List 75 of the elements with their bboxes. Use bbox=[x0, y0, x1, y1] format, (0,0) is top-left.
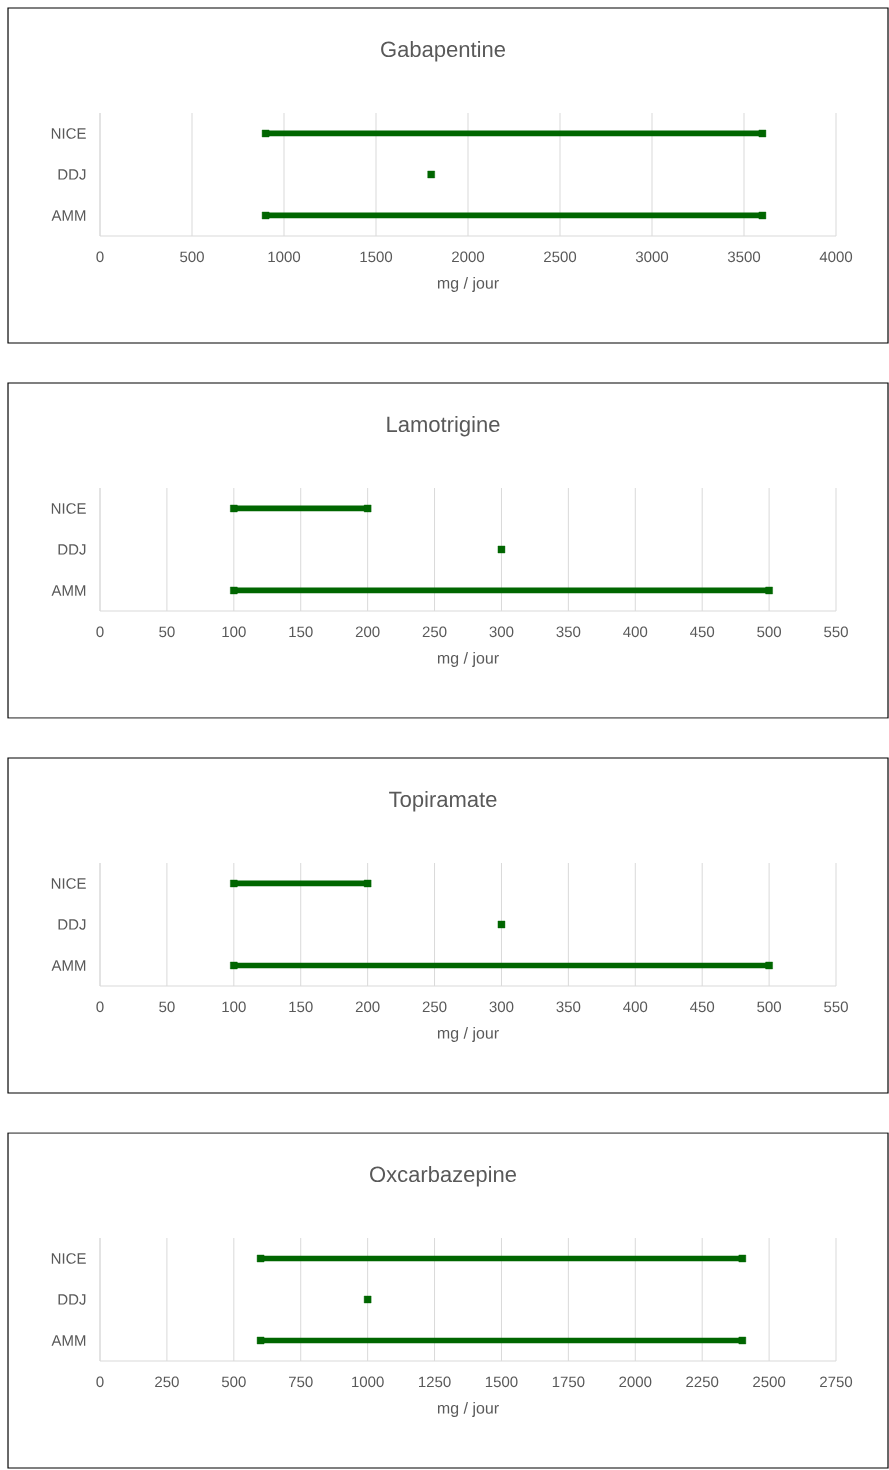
chart-title: Topiramate bbox=[389, 790, 497, 812]
x-tick-label: 350 bbox=[556, 1001, 581, 1013]
x-tick-label: 150 bbox=[289, 1001, 313, 1013]
x-tick-label: 200 bbox=[355, 626, 380, 638]
y-tick-label: DDJ bbox=[58, 544, 86, 555]
y-tick-label: NICE bbox=[51, 128, 86, 139]
x-tick-label: 500 bbox=[757, 626, 782, 638]
point bbox=[230, 586, 238, 595]
y-tick-label: DDJ bbox=[58, 1294, 86, 1305]
x-tick-label: 0 bbox=[96, 1376, 104, 1388]
x-tick-label: 200 bbox=[355, 1001, 380, 1013]
y-tick-label: AMM bbox=[51, 960, 86, 971]
x-tick-label: 2750 bbox=[820, 1376, 853, 1388]
x-tick-label: 400 bbox=[623, 1001, 648, 1013]
x-tick-label: 500 bbox=[757, 1001, 782, 1013]
chart-title: Lamotrigine bbox=[387, 415, 500, 437]
x-tick-label: 550 bbox=[824, 1001, 848, 1013]
x-tick-label: 400 bbox=[623, 626, 648, 638]
x-tick-label: 100 bbox=[222, 1001, 246, 1013]
x-tick-label: 1000 bbox=[268, 251, 301, 263]
x-tick-label: 550 bbox=[824, 626, 848, 638]
y-tick-label: AMM bbox=[51, 1335, 86, 1346]
x-tick-label: 450 bbox=[690, 1001, 715, 1013]
x-tick-label: 50 bbox=[159, 626, 175, 638]
x-tick-label: 0 bbox=[96, 1001, 104, 1013]
y-tick-label: NICE bbox=[51, 1253, 86, 1264]
x-tick-label: 450 bbox=[690, 626, 715, 638]
x-tick-label: 2250 bbox=[686, 1376, 719, 1388]
x-tick-label: 3000 bbox=[635, 251, 669, 263]
x-tick-label: 300 bbox=[489, 626, 514, 638]
y-tick-label: DDJ bbox=[58, 919, 86, 930]
point bbox=[230, 961, 238, 970]
y-tick-label: NICE bbox=[51, 878, 86, 889]
x-tick-label: 0 bbox=[96, 626, 104, 638]
x-tick-label: 3500 bbox=[727, 251, 761, 263]
x-tick-label: 250 bbox=[155, 1376, 179, 1388]
point bbox=[363, 879, 372, 888]
point bbox=[230, 879, 238, 888]
x-tick-label: 2000 bbox=[452, 251, 485, 263]
x-axis-title: mg / jour bbox=[437, 1027, 499, 1042]
chart-title: Oxcarbazepine bbox=[370, 1165, 516, 1187]
x-tick-label: 500 bbox=[221, 1376, 246, 1388]
x-tick-label: 0 bbox=[96, 251, 104, 263]
x-tick-label: 1750 bbox=[552, 1376, 585, 1388]
x-tick-label: 1000 bbox=[352, 1376, 384, 1388]
x-tick-label: 1500 bbox=[485, 1376, 518, 1388]
x-tick-label: 50 bbox=[159, 1001, 175, 1013]
x-axis-title: mg / jour bbox=[437, 1402, 499, 1417]
x-tick-label: 100 bbox=[222, 626, 246, 638]
point bbox=[230, 504, 238, 513]
point bbox=[363, 504, 372, 513]
y-tick-label: NICE bbox=[51, 503, 86, 514]
point bbox=[765, 586, 773, 595]
point bbox=[497, 920, 506, 929]
x-tick-label: 250 bbox=[422, 1001, 447, 1013]
y-tick-label: DDJ bbox=[58, 169, 86, 180]
x-tick-label: 500 bbox=[180, 251, 204, 263]
x-tick-label: 2500 bbox=[753, 1376, 786, 1388]
x-tick-label: 2500 bbox=[544, 251, 577, 263]
x-tick-label: 300 bbox=[489, 1001, 514, 1013]
x-tick-label: 1500 bbox=[360, 251, 393, 263]
x-tick-label: 350 bbox=[556, 626, 581, 638]
x-tick-label: 250 bbox=[422, 626, 447, 638]
chart-title: Gabapentine bbox=[381, 40, 506, 62]
point bbox=[497, 545, 506, 554]
point bbox=[765, 961, 773, 970]
y-tick-label: AMM bbox=[51, 585, 86, 596]
y-tick-label: AMM bbox=[51, 210, 86, 221]
x-tick-label: 150 bbox=[289, 626, 313, 638]
x-tick-label: 1250 bbox=[419, 1376, 451, 1388]
x-tick-label: 4000 bbox=[819, 251, 853, 263]
x-axis-title: mg / jour bbox=[437, 652, 499, 667]
x-tick-label: 750 bbox=[288, 1376, 313, 1388]
x-axis-title: mg / jour bbox=[437, 277, 499, 292]
x-tick-label: 2000 bbox=[619, 1376, 652, 1388]
